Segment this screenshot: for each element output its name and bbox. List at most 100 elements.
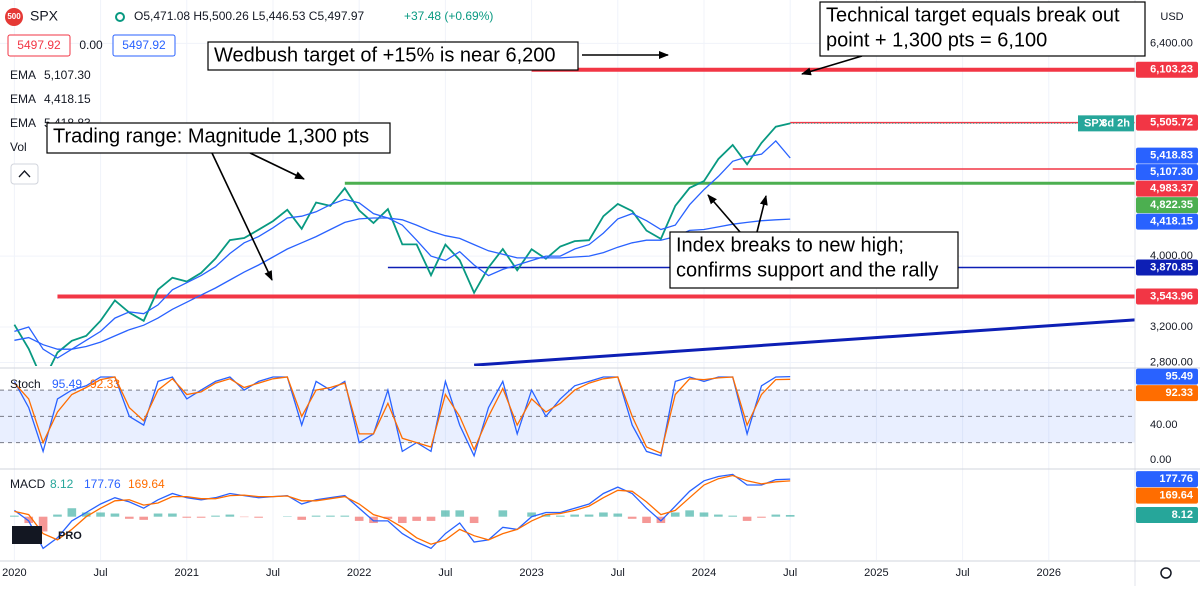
- symbol[interactable]: SPX: [30, 8, 59, 24]
- x-tick-label: Jul: [956, 567, 970, 579]
- histogram-bar: [700, 512, 709, 516]
- y-tick-label: 2,800.00: [1150, 356, 1193, 368]
- histogram-bar: [326, 516, 335, 517]
- histogram-bar: [139, 517, 148, 520]
- histogram-bar: [470, 517, 479, 523]
- histogram-bar: [628, 517, 637, 519]
- ask[interactable]: 5497.92: [122, 38, 166, 52]
- pane-value: 177.76: [84, 477, 121, 491]
- histogram-bar: [441, 510, 450, 516]
- indicator-name: EMA: [10, 92, 36, 106]
- histogram-bar: [728, 516, 737, 517]
- histogram-bar: [96, 512, 105, 516]
- histogram-bar: [671, 512, 680, 516]
- annotation-text: Wedbush target of +15% is near 6,200: [214, 44, 556, 66]
- histogram-bar: [757, 517, 766, 518]
- indicator-name: EMA: [10, 68, 36, 82]
- histogram-bar: [125, 517, 134, 519]
- histogram-bar: [341, 516, 350, 517]
- histogram-bar: [254, 517, 263, 518]
- histogram-bar: [455, 510, 464, 516]
- histogram-bar: [398, 517, 407, 523]
- x-tick-label: 2021: [175, 567, 199, 579]
- volume-label: Vol: [10, 140, 27, 154]
- x-tick-label: Jul: [611, 567, 625, 579]
- indicator-value: 5,107.30: [44, 68, 91, 82]
- x-tick-label: Jul: [266, 567, 280, 579]
- y-tick-label: 0.00: [1150, 454, 1171, 466]
- x-tick-label: Jul: [94, 567, 108, 579]
- pane-value: 95.49: [52, 377, 82, 391]
- histogram-bar: [786, 515, 795, 517]
- histogram-bar: [211, 516, 220, 517]
- logo-text: PRO: [58, 530, 82, 542]
- logo-mark: [12, 526, 42, 544]
- x-tick-label: 2020: [2, 567, 26, 579]
- histogram-bar: [182, 517, 191, 518]
- currency[interactable]: USD: [1160, 11, 1183, 23]
- price-tag-label: 3,543.96: [1150, 290, 1193, 302]
- histogram-bar: [297, 517, 306, 520]
- bid[interactable]: 5497.92: [17, 38, 61, 52]
- x-tick-label: 2026: [1037, 567, 1061, 579]
- annotation-text: Technical target equals break out: [826, 4, 1120, 26]
- pane-title: Stoch: [10, 377, 41, 391]
- annotation-text: Index breaks to new high;: [676, 234, 904, 256]
- x-tick-label: 2025: [864, 567, 888, 579]
- x-tick-label: Jul: [438, 567, 452, 579]
- price-tag-label: 3,870.85: [1150, 261, 1193, 273]
- histogram-bar: [685, 510, 694, 516]
- histogram-bar: [10, 516, 19, 517]
- annotation-text: confirms support and the rally: [676, 259, 938, 281]
- histogram-bar: [68, 508, 77, 516]
- histogram-bar: [312, 516, 321, 517]
- histogram-bar: [743, 517, 752, 521]
- symbol-tag-countdown: 3d 2h: [1101, 117, 1130, 129]
- histogram-bar: [772, 515, 781, 517]
- x-tick-label: 2024: [692, 567, 716, 579]
- y-tick-label: 3,200.00: [1150, 321, 1193, 333]
- price-tag-label: 5,418.83: [1150, 150, 1193, 162]
- ohlc: O5,471.08 H5,500.26 L5,446.53 C5,497.97: [134, 9, 365, 23]
- price-tag-label: 5,107.30: [1150, 166, 1193, 178]
- histogram-bar: [226, 515, 235, 517]
- pane-value: 92.33: [90, 377, 120, 391]
- price-tag-label: 95.49: [1165, 370, 1193, 382]
- y-tick-label: 40.00: [1150, 419, 1178, 431]
- pane-title: MACD: [10, 477, 46, 491]
- x-tick-label: 2023: [519, 567, 543, 579]
- x-tick-label: 2022: [347, 567, 371, 579]
- y-tick-label: 6,400.00: [1150, 37, 1193, 49]
- symbol-icon-text: 500: [7, 12, 21, 21]
- price-tag-label: 6,103.23: [1150, 64, 1193, 76]
- spread: 0.00: [79, 38, 103, 52]
- collapse-button[interactable]: [11, 164, 38, 184]
- price-tag-label: 177.76: [1159, 473, 1193, 485]
- price-change: +37.48 (+0.69%): [404, 9, 493, 23]
- histogram-bar: [355, 517, 364, 521]
- price-tag-label: 5,505.72: [1150, 117, 1193, 129]
- histogram-bar: [714, 515, 723, 517]
- histogram-bar: [585, 515, 594, 517]
- annotation-text: point + 1,300 pts = 6,100: [826, 29, 1047, 51]
- annotation-text: Trading range: Magnitude 1,300 pts: [53, 125, 369, 147]
- histogram-bar: [53, 515, 62, 517]
- histogram-bar: [154, 514, 163, 517]
- histogram-bar: [599, 512, 608, 516]
- pane-value: 169.64: [128, 477, 165, 491]
- price-tag-label: 4,418.15: [1150, 216, 1193, 228]
- histogram-bar: [412, 517, 421, 521]
- histogram-bar: [556, 516, 565, 517]
- price-tag-label: 4,983.37: [1150, 183, 1193, 195]
- histogram-bar: [427, 517, 436, 521]
- pane-value: 8.12: [50, 477, 74, 491]
- histogram-bar: [499, 510, 508, 516]
- price-tag-label: 92.33: [1165, 387, 1193, 399]
- histogram-bar: [197, 517, 206, 518]
- histogram-bar: [111, 514, 120, 517]
- histogram-bar: [613, 514, 622, 517]
- price-tag-label: 8.12: [1172, 509, 1193, 521]
- x-tick-label: Jul: [783, 567, 797, 579]
